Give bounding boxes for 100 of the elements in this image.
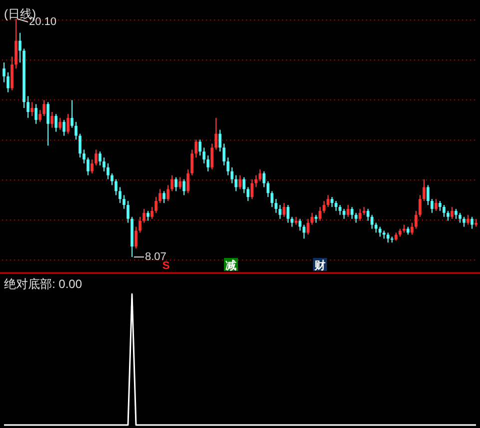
candlestick	[262, 170, 266, 188]
candlestick	[46, 102, 50, 146]
candlestick	[322, 200, 326, 214]
candlestick	[158, 188, 162, 204]
candlestick	[466, 214, 470, 226]
candlestick	[26, 96, 30, 118]
candlestick	[206, 155, 210, 172]
candlestick	[126, 200, 130, 224]
text: S	[162, 260, 170, 272]
candlestick	[434, 198, 438, 212]
text: 财	[314, 259, 326, 272]
candlestick	[306, 218, 310, 236]
candlestick	[334, 200, 338, 212]
candlestick	[74, 121, 78, 140]
candlestick	[238, 174, 242, 190]
candlestick	[354, 212, 358, 224]
candlestick	[182, 178, 186, 196]
candlestick	[358, 208, 362, 222]
candlestick	[266, 180, 270, 198]
candlestick	[242, 176, 246, 194]
candlestick	[54, 113, 58, 132]
candlestick	[442, 204, 446, 218]
candlestick	[18, 32, 22, 64]
candlestick	[154, 196, 158, 214]
candlestick	[330, 196, 334, 208]
candlestick	[174, 176, 178, 192]
candlestick	[66, 113, 70, 134]
candlestick	[258, 168, 262, 182]
candlestick	[410, 222, 414, 236]
candlestick	[150, 206, 154, 220]
candlestick	[426, 184, 430, 206]
candlestick	[134, 226, 138, 249]
candlestick	[458, 212, 462, 224]
candlestick	[274, 198, 278, 214]
candlestick	[386, 232, 390, 244]
candlestick	[202, 147, 206, 164]
candlestick	[82, 149, 86, 164]
candlestick	[230, 166, 234, 184]
candlestick	[250, 178, 254, 200]
candlestick	[422, 178, 426, 202]
candlestick	[210, 143, 214, 170]
candlestick	[118, 186, 122, 204]
candlestick	[62, 119, 66, 136]
candlestick	[90, 158, 94, 174]
candlestick	[430, 198, 434, 214]
candlestick	[454, 208, 458, 220]
candlestick	[446, 210, 450, 222]
candlestick	[194, 139, 198, 158]
candlestick	[254, 174, 258, 188]
candlestick	[278, 204, 282, 220]
candlestick	[50, 111, 54, 128]
candlestick	[114, 178, 118, 196]
candlestick	[270, 190, 274, 208]
candlestick	[70, 100, 74, 128]
candlestick	[146, 210, 150, 222]
candlestick	[346, 204, 350, 218]
candlestick	[282, 202, 286, 218]
candlestick	[234, 174, 238, 192]
candlestick	[326, 194, 330, 208]
candlestick	[350, 206, 354, 220]
candlestick	[318, 206, 322, 222]
candlestick	[94, 149, 98, 166]
candlestick	[414, 210, 418, 230]
candlestick	[58, 117, 62, 130]
candlestick	[298, 218, 302, 232]
candlestick	[6, 72, 10, 93]
candlestick	[470, 216, 474, 230]
candlestick	[42, 100, 46, 116]
candlestick	[214, 117, 218, 150]
candlestick	[122, 194, 126, 210]
candlestick	[366, 208, 370, 222]
text: 减	[226, 259, 236, 272]
candlestick	[290, 216, 294, 228]
candlestick	[438, 200, 442, 212]
candlestick	[34, 104, 38, 124]
candlestick	[310, 212, 314, 226]
candlestick	[102, 156, 106, 172]
candlestick	[98, 151, 102, 166]
candlestick	[14, 18, 18, 69]
candlestick	[378, 226, 382, 238]
chart-title: 绝对底部: 0.00	[4, 277, 82, 291]
candlestick	[374, 222, 378, 234]
candlestick	[462, 216, 466, 228]
candlestick	[2, 62, 6, 83]
candlestick	[286, 204, 290, 224]
candlestick	[302, 224, 306, 240]
candlestick	[198, 139, 202, 156]
candlestick	[166, 184, 170, 202]
candlestick	[338, 204, 342, 216]
candlestick	[186, 168, 190, 194]
candlestick	[218, 129, 222, 152]
candlestick	[162, 190, 166, 204]
candlestick	[170, 174, 174, 192]
candlestick	[142, 208, 146, 224]
candlestick	[190, 149, 194, 176]
candlestick	[342, 208, 346, 220]
candlestick	[178, 176, 182, 190]
candlestick	[418, 194, 422, 218]
candlestick	[106, 162, 110, 180]
candlestick	[86, 156, 90, 176]
